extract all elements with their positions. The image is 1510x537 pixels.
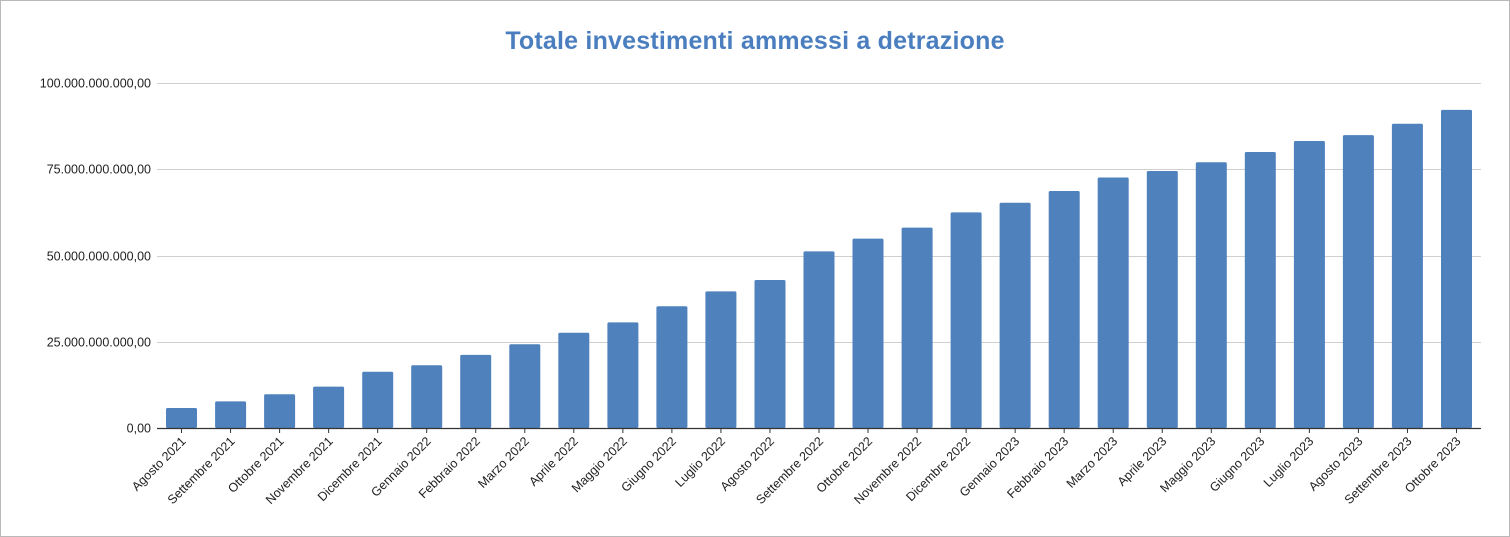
y-tick-label: 0,00: [127, 422, 151, 436]
bar: [362, 371, 394, 428]
bar: [656, 306, 688, 428]
bar: [1342, 135, 1374, 428]
bar: [754, 280, 786, 428]
bar: [607, 322, 639, 428]
bar: [166, 408, 197, 428]
y-tick-label: 75.000.000.000,00: [47, 163, 151, 177]
bar: [1146, 171, 1178, 428]
x-tick-label: Marzo 2023: [1064, 434, 1121, 491]
y-tick-label: 100.000.000.000,00: [40, 77, 151, 91]
bar: [803, 251, 835, 428]
bar: [264, 394, 296, 428]
bar: [1244, 152, 1276, 428]
bar: [705, 291, 737, 428]
y-tick-label: 25.000.000.000,00: [47, 336, 151, 350]
bar: [1195, 162, 1227, 429]
y-tick-label: 50.000.000.000,00: [47, 250, 151, 264]
bar: [313, 386, 345, 428]
bar: [999, 202, 1031, 428]
bar: [1293, 141, 1325, 428]
bar: [215, 401, 247, 428]
bar: [1097, 177, 1129, 428]
x-tick-label: Marzo 2022: [475, 434, 532, 491]
bar: [411, 365, 443, 428]
bar: [1441, 109, 1472, 429]
chart-title: Totale investimenti ammessi a detrazione: [505, 27, 1005, 55]
bar: [1048, 191, 1080, 428]
bar: [852, 238, 884, 428]
bar: [509, 344, 541, 428]
bar: [1391, 123, 1423, 428]
bar: [460, 354, 492, 428]
bar: [901, 227, 933, 428]
bar: [950, 212, 982, 428]
bar: [558, 332, 590, 428]
